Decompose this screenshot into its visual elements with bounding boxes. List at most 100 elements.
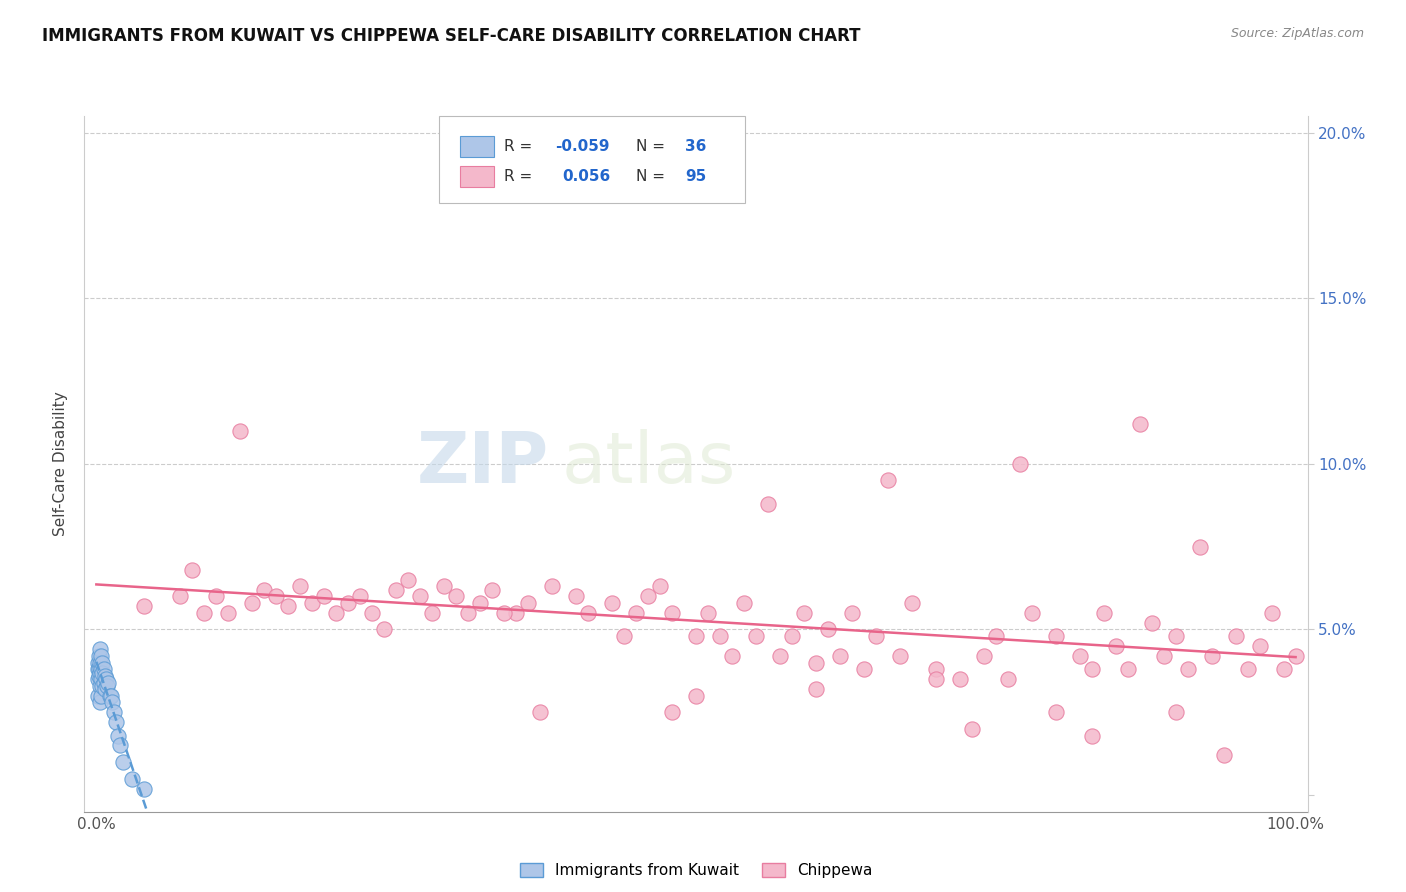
Point	[973, 648, 995, 663]
Point	[94, 672, 117, 686]
Point	[229, 424, 252, 438]
Point	[205, 590, 228, 604]
Point	[685, 629, 707, 643]
Point	[793, 606, 815, 620]
Point	[817, 623, 839, 637]
Point	[576, 606, 599, 620]
Text: 36: 36	[685, 139, 706, 154]
Point	[841, 606, 863, 620]
Point	[613, 629, 636, 643]
Point	[709, 629, 731, 643]
Point	[91, 665, 114, 680]
Point	[361, 606, 384, 620]
Point	[97, 675, 120, 690]
Point	[733, 596, 755, 610]
Point	[337, 596, 360, 610]
Point	[90, 672, 112, 686]
Point	[600, 596, 623, 610]
Point	[1008, 457, 1031, 471]
Point	[385, 582, 408, 597]
Point	[1105, 639, 1128, 653]
Point	[87, 662, 110, 676]
Point	[169, 590, 191, 604]
Point	[86, 672, 108, 686]
Point	[240, 596, 263, 610]
Point	[94, 669, 117, 683]
Point	[1021, 606, 1043, 620]
Point	[89, 665, 111, 680]
Point	[433, 579, 456, 593]
Point	[193, 606, 215, 620]
Point	[86, 689, 108, 703]
Text: N =: N =	[636, 139, 669, 154]
Point	[517, 596, 540, 610]
FancyBboxPatch shape	[460, 166, 494, 187]
Point	[468, 596, 491, 610]
Point	[984, 629, 1007, 643]
Point	[541, 579, 564, 593]
Point	[253, 582, 276, 597]
Text: -0.059: -0.059	[555, 139, 610, 154]
Point	[1080, 729, 1102, 743]
Point	[264, 590, 287, 604]
Point	[457, 606, 479, 620]
Point	[1045, 706, 1067, 720]
Point	[1188, 540, 1211, 554]
Point	[373, 623, 395, 637]
Point	[949, 672, 972, 686]
Text: atlas: atlas	[561, 429, 735, 499]
Point	[86, 656, 108, 670]
Point	[505, 606, 527, 620]
Text: R =: R =	[503, 139, 537, 154]
Point	[721, 648, 744, 663]
Point	[637, 590, 659, 604]
Point	[1140, 615, 1163, 630]
Point	[1092, 606, 1115, 620]
Point	[121, 772, 143, 786]
Text: Source: ZipAtlas.com: Source: ZipAtlas.com	[1230, 27, 1364, 40]
Point	[89, 642, 111, 657]
Point	[87, 648, 110, 663]
Point	[804, 656, 827, 670]
Point	[865, 629, 887, 643]
Point	[889, 648, 911, 663]
Point	[1129, 417, 1152, 431]
Point	[91, 656, 114, 670]
Point	[769, 648, 792, 663]
Point	[325, 606, 347, 620]
Point	[1164, 706, 1187, 720]
Y-axis label: Self-Care Disability: Self-Care Disability	[53, 392, 69, 536]
Point	[134, 781, 156, 796]
Point	[110, 739, 132, 753]
Legend: Immigrants from Kuwait, Chippewa: Immigrants from Kuwait, Chippewa	[513, 857, 879, 884]
Point	[98, 689, 121, 703]
Point	[409, 590, 432, 604]
Point	[86, 662, 108, 676]
Point	[685, 689, 707, 703]
Point	[997, 672, 1019, 686]
Point	[1177, 662, 1199, 676]
Point	[1164, 629, 1187, 643]
Point	[89, 656, 111, 670]
Text: N =: N =	[636, 169, 669, 184]
Point	[565, 590, 588, 604]
Point	[1272, 662, 1295, 676]
Point	[1212, 748, 1234, 763]
Point	[1153, 648, 1175, 663]
Point	[181, 563, 204, 577]
Point	[697, 606, 720, 620]
Point	[104, 715, 127, 730]
Point	[481, 582, 503, 597]
Point	[420, 606, 443, 620]
Point	[87, 669, 110, 683]
Point	[756, 497, 779, 511]
Point	[444, 590, 467, 604]
Text: 95: 95	[685, 169, 706, 184]
Point	[925, 672, 948, 686]
Point	[349, 590, 371, 604]
Point	[1249, 639, 1271, 653]
Point	[1201, 648, 1223, 663]
Point	[103, 706, 125, 720]
Point	[90, 689, 112, 703]
Point	[1284, 648, 1306, 663]
